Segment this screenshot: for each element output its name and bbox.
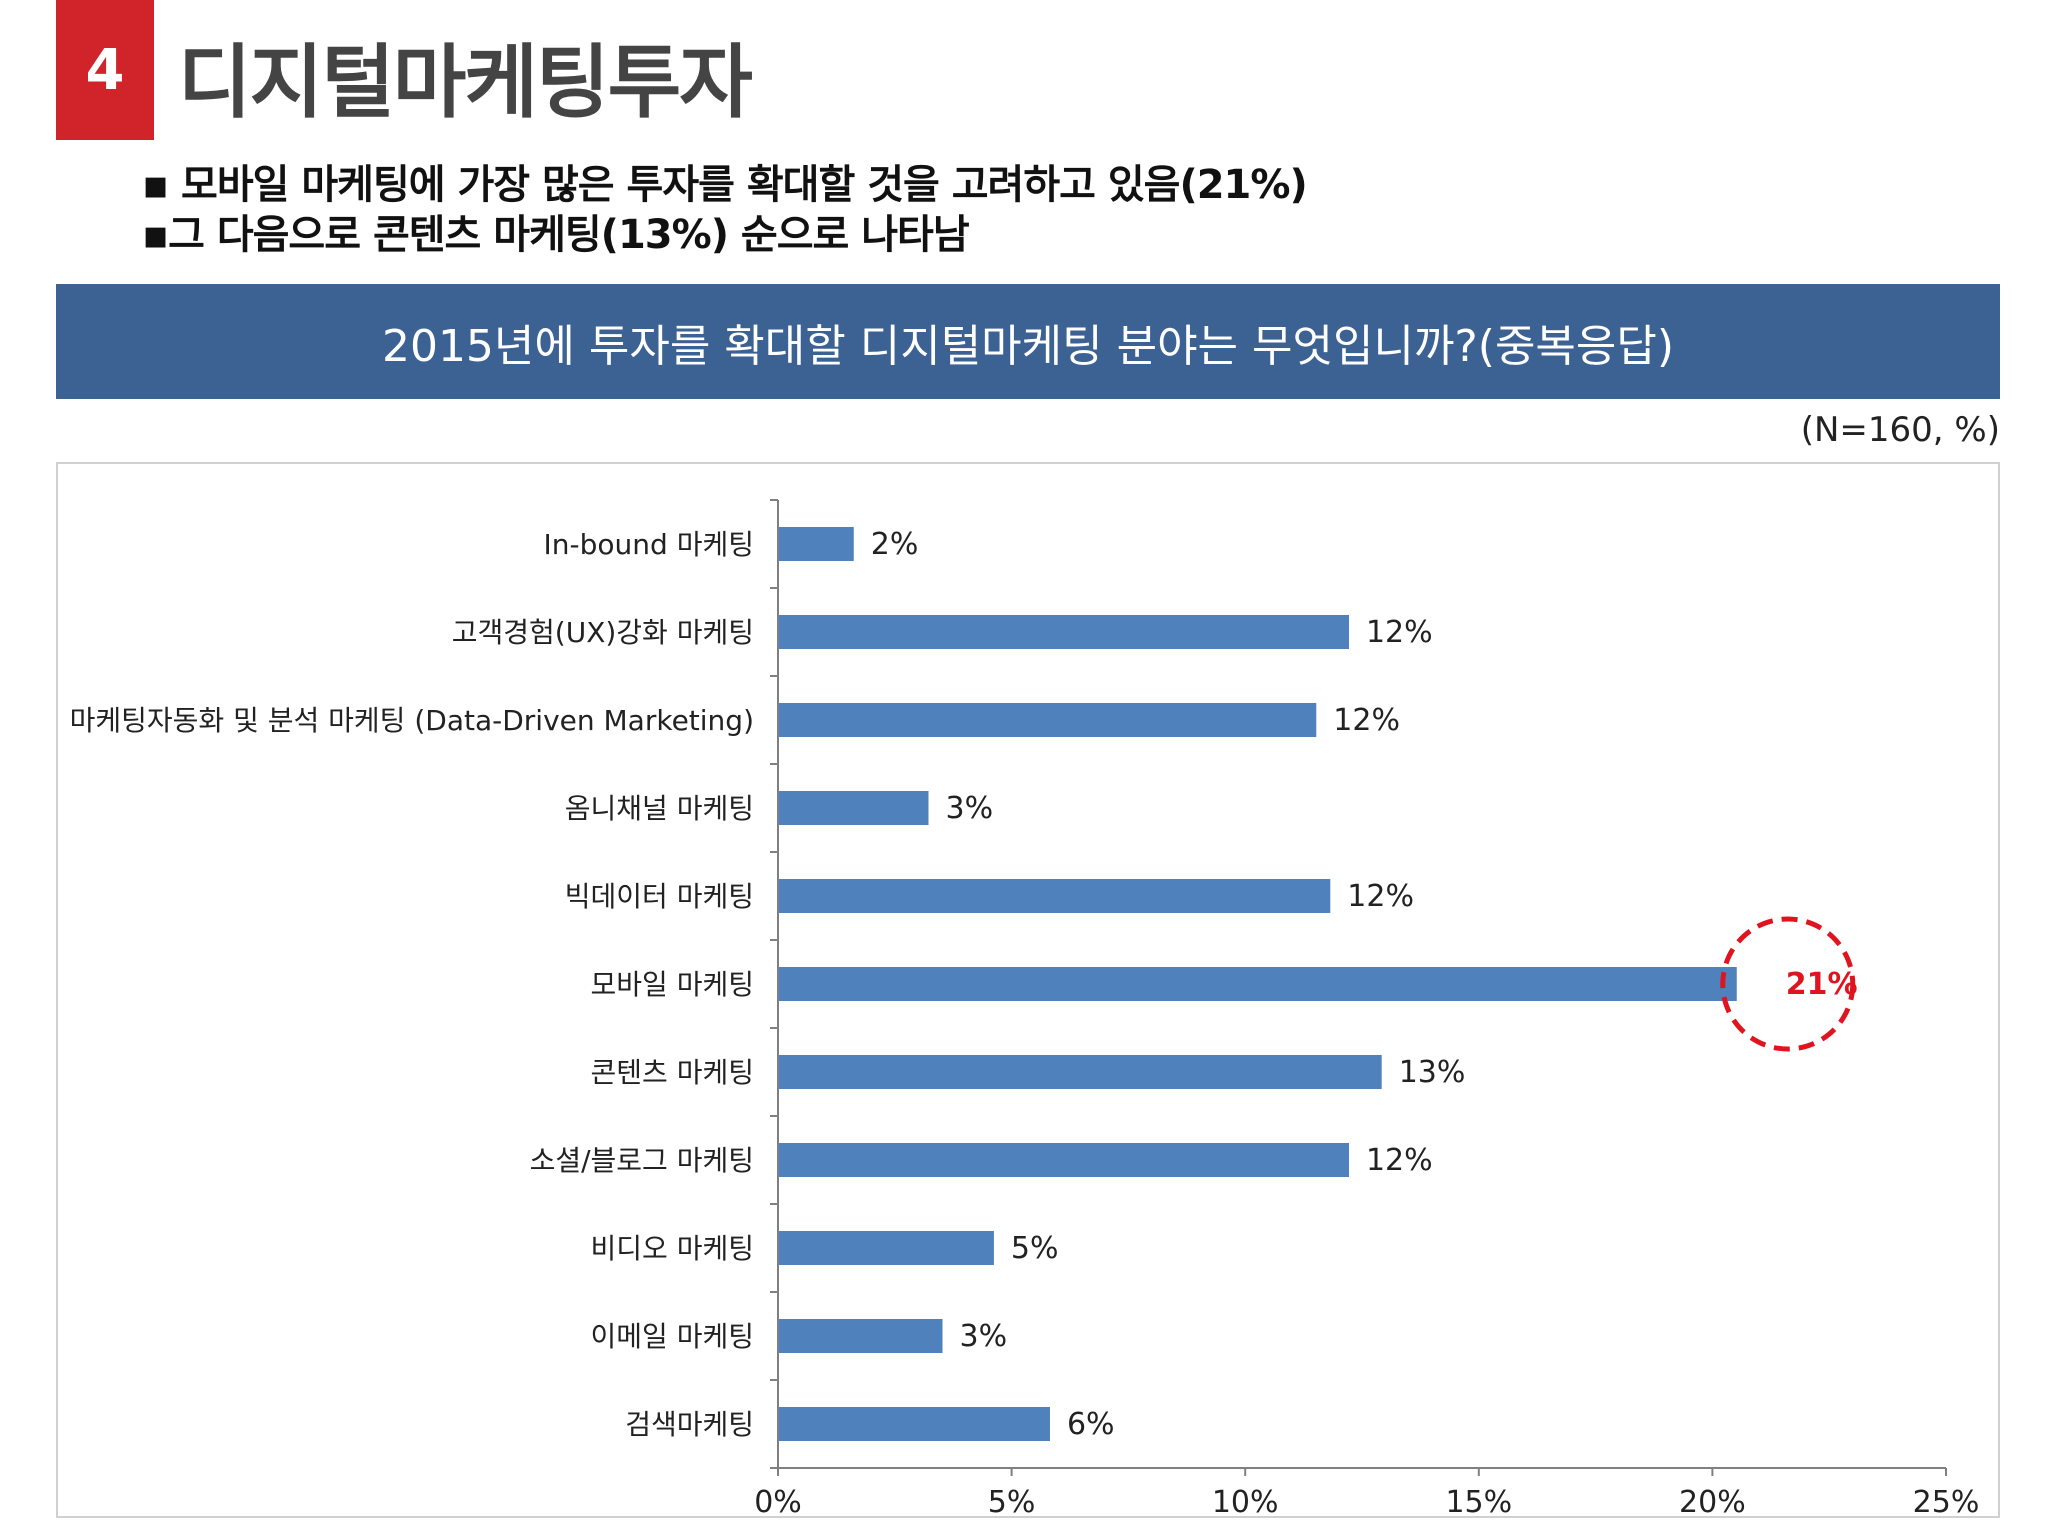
bar [779, 527, 854, 561]
chart-frame: 0% 5% 10% 15% 20% 25% In-bound 마케팅 2% 고객경험(UX)강화… [56, 462, 2000, 1518]
bar [779, 1143, 1349, 1177]
category-label: 고객경험(UX)강화 마케팅 [452, 616, 754, 649]
category-label: 모바일 마케팅 [591, 968, 754, 1001]
survey-question-banner: 2015년에 투자를 확대할 디지털마케팅 분야는 무엇입니까?(중복응답) [56, 284, 2000, 399]
category-label: In-bound 마케팅 [544, 528, 754, 561]
bar [779, 703, 1317, 737]
value-label: 3% [946, 791, 994, 826]
value-label: 12% [1366, 1143, 1433, 1178]
x-tick-label: 20% [1679, 1485, 1746, 1516]
category-label: 마케팅자동화 및 분석 마케팅 (Data-Driven Marketing) [70, 704, 754, 737]
x-tick-label: 25% [1913, 1485, 1980, 1516]
highlight-circle [1720, 916, 1856, 1052]
bar [779, 791, 929, 825]
value-label: 2% [871, 527, 919, 562]
bar [779, 1319, 943, 1353]
page-title: 디지털마케팅투자 [178, 36, 753, 129]
x-tick-label: 10% [1212, 1485, 1279, 1516]
value-label: 12% [1333, 703, 1400, 738]
summary-bullets: ▪ 모바일 마케팅에 가장 많은 투자를 확대할 것을 고려하고 있음(21%)… [142, 160, 1308, 260]
value-label: 3% [960, 1319, 1008, 1354]
category-label: 소셜/블로그 마케팅 [530, 1144, 754, 1177]
category-label: 검색마케팅 [625, 1408, 754, 1441]
value-label: 21% [1786, 967, 1858, 1002]
bar [779, 1231, 994, 1265]
summary-bullet-2: ▪그 다음으로 콘텐츠 마케팅(13%) 순으로 나타남 [142, 212, 970, 258]
sample-size-note: (N=160, %) [1800, 410, 2000, 450]
bar [779, 879, 1331, 913]
value-label: 13% [1399, 1055, 1466, 1090]
bar [779, 967, 1737, 1001]
x-tick-label: 5% [988, 1485, 1036, 1516]
value-label: 6% [1067, 1407, 1115, 1442]
category-label: 콘텐츠 마케팅 [591, 1056, 754, 1089]
x-tick-label: 15% [1445, 1485, 1512, 1516]
category-label: 비디오 마케팅 [591, 1232, 754, 1265]
bar-chart: 0% 5% 10% 15% 20% 25% In-bound 마케팅 2% 고객경험(UX)강화… [70, 499, 1980, 1516]
value-label: 12% [1347, 879, 1414, 914]
bar [779, 615, 1349, 649]
category-label: 옴니채널 마케팅 [565, 792, 754, 825]
section-number-badge: 4 [56, 0, 154, 140]
summary-bullet-1: ▪ 모바일 마케팅에 가장 많은 투자를 확대할 것을 고려하고 있음(21%) [142, 162, 1308, 208]
bar [779, 1055, 1382, 1089]
survey-question: 2015년에 투자를 확대할 디지털마케팅 분야는 무엇입니까?(중복응답) [381, 320, 1675, 372]
category-label: 빅데이터 마케팅 [565, 880, 754, 913]
category-label: 이메일 마케팅 [591, 1320, 754, 1353]
value-label: 5% [1011, 1231, 1059, 1266]
bar [779, 1407, 1050, 1441]
x-tick-label: 0% [754, 1485, 802, 1516]
value-label: 12% [1366, 615, 1433, 650]
